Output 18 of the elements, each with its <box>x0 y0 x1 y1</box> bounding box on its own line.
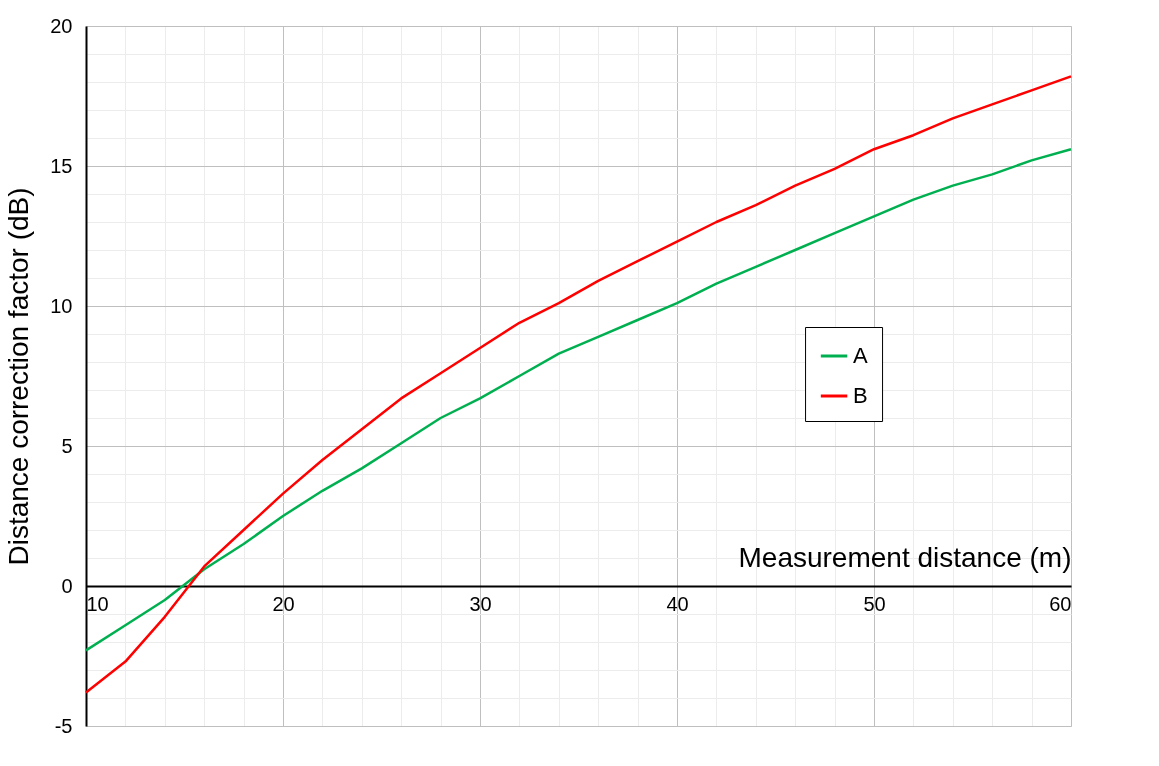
legend-label: A <box>853 343 869 368</box>
x-tick-label: 10 <box>86 592 109 615</box>
x-tick-label: 20 <box>272 592 295 615</box>
y-tick-label: 0 <box>61 574 73 597</box>
legend-label: B <box>853 383 868 408</box>
y-tick-label: 20 <box>50 14 73 37</box>
y-tick-label: 15 <box>50 154 73 177</box>
line-series <box>84 147 1073 652</box>
x-tick-label: 30 <box>469 592 492 615</box>
y-axis-title: Distance correction factor (dB) <box>3 187 35 566</box>
line-series <box>84 75 1073 694</box>
x-tick-label: 60 <box>1049 592 1072 615</box>
x-tick-label: 50 <box>863 592 886 615</box>
x-tick-label: 40 <box>666 592 689 615</box>
y-tick-label: 10 <box>50 294 73 317</box>
y-tick-label: -5 <box>54 714 73 737</box>
y-tick-label: 5 <box>61 434 73 457</box>
x-axis-title: Measurement distance (m) <box>738 541 1072 573</box>
